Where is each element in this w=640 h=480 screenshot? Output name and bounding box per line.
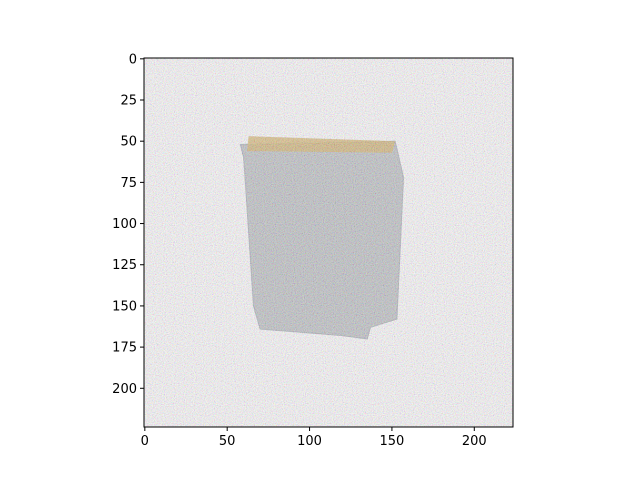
y-tick-label: 125: [112, 258, 137, 273]
x-tick-label: 50: [219, 434, 236, 449]
image-noise-overlay: [144, 58, 513, 427]
x-tick-label: 200: [462, 434, 487, 449]
y-tick-label: 100: [112, 217, 137, 232]
axes-frame: [143, 57, 514, 428]
x-tick-label: 150: [380, 434, 405, 449]
y-tick-label: 175: [112, 341, 137, 356]
y-tick-label: 0: [129, 52, 137, 67]
y-axis-ticks: 0 25 50 75 100 125 150 175 200: [112, 52, 144, 397]
image-axes: 0 50 100 150 200 0 25 50 75 100 125 150 175 200: [112, 52, 514, 449]
x-tick-label: 100: [297, 434, 322, 449]
y-tick-label: 25: [120, 94, 137, 109]
noisy-image: [144, 58, 513, 427]
x-tick-label: 0: [141, 434, 149, 449]
y-tick-label: 200: [112, 382, 137, 397]
y-tick-label: 75: [120, 176, 137, 191]
y-tick-label: 50: [120, 135, 137, 150]
x-axis-ticks: 0 50 100 150 200: [141, 427, 487, 449]
y-tick-label: 150: [112, 299, 137, 314]
